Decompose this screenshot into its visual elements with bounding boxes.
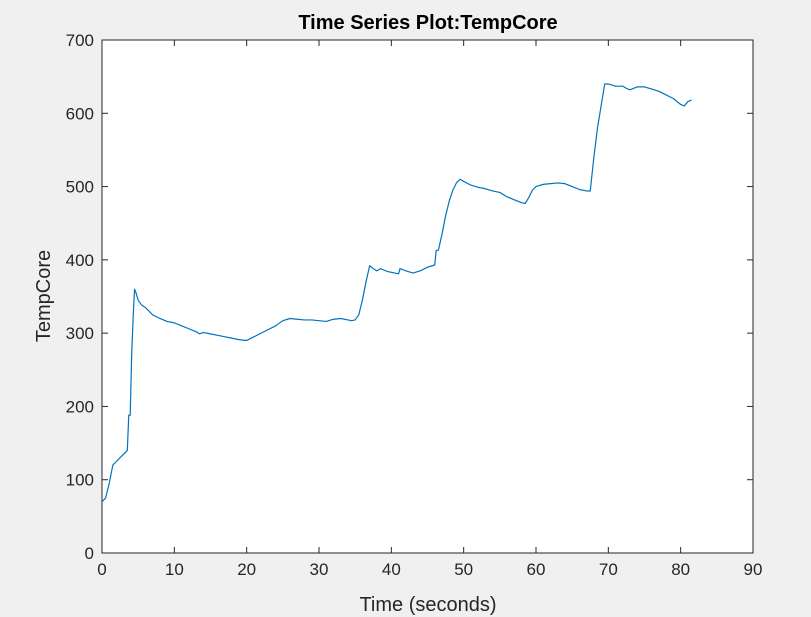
x-tick-label: 40 [382,560,401,579]
axes-frame [101,39,754,554]
y-tick-label: 700 [66,31,94,50]
y-tick-label: 200 [66,397,94,416]
y-tick-label: 100 [66,471,94,490]
y-tick-label: 400 [66,251,94,270]
chart-title: Time Series Plot:TempCore [298,12,557,34]
x-tick-label: 60 [527,560,546,579]
tempcore-series-line [101,83,692,503]
y-axis-label: TempCore [33,250,55,342]
series-layer [101,83,692,503]
x-tick-label: 30 [310,560,329,579]
x-tick-label: 0 [97,560,106,579]
y-tick-label: 600 [66,104,94,123]
y-tick-label: 300 [66,324,94,343]
x-tick-label: 10 [165,560,184,579]
y-tick-label: 0 [85,544,94,563]
x-tick-label: 70 [599,560,618,579]
y-tick-label: 500 [66,178,94,197]
x-tick-label: 50 [454,560,473,579]
plot-area-background [102,40,753,553]
x-axis-label: Time (seconds) [359,594,496,616]
y-axis-ticks: 0 100 200 300 400 500 600 700 [66,31,753,563]
x-tick-label: 20 [237,560,256,579]
x-tick-label: 90 [744,560,763,579]
axes-box [101,39,754,554]
x-tick-label: 80 [671,560,690,579]
x-axis-ticks: 0 10 20 30 40 50 60 70 80 90 [97,40,762,579]
